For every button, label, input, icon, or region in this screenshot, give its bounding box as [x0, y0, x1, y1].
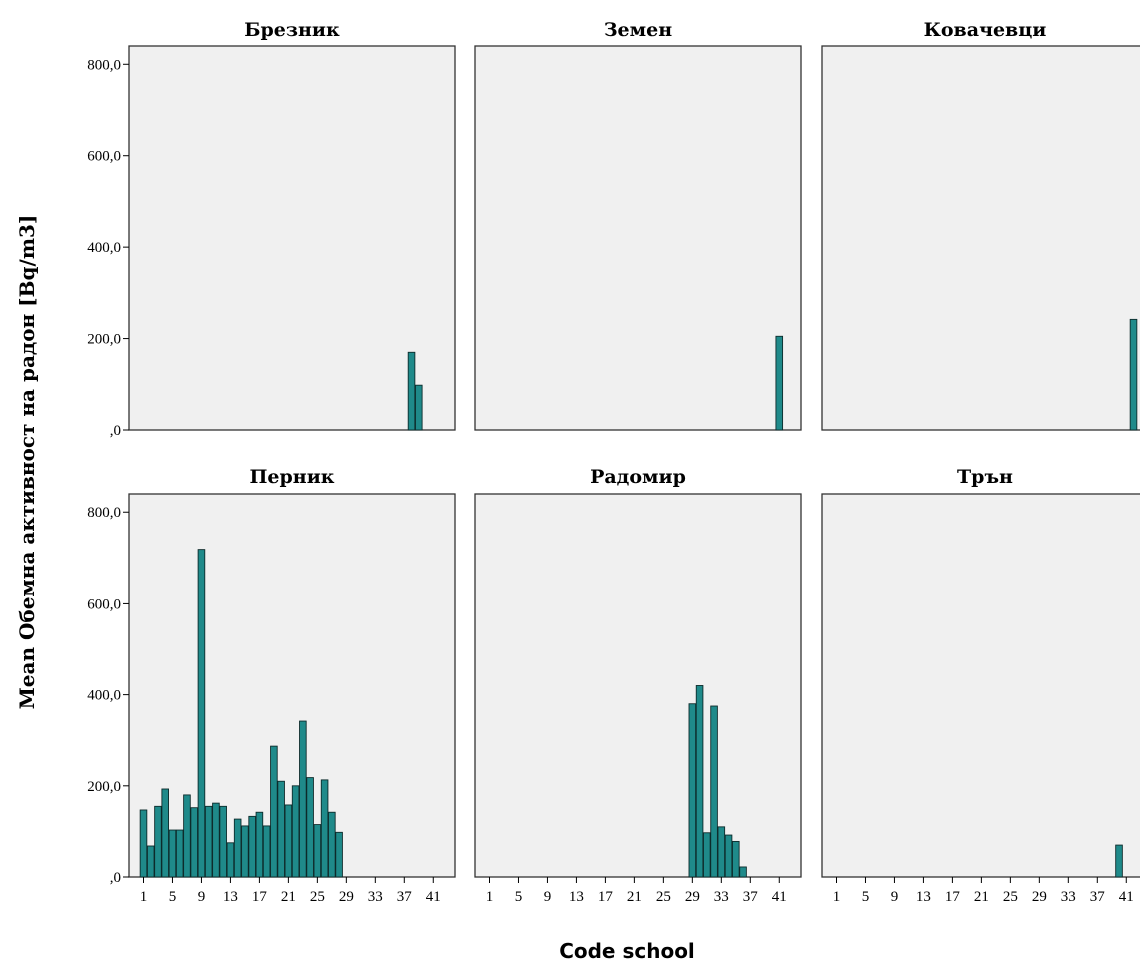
panel-4-ytick-label-2: 200,0 — [87, 779, 121, 795]
panel-1-ytick-label-2: 200,0 — [87, 332, 121, 348]
panel-4-bar-11 — [212, 802, 220, 878]
panel-5-xtick-label-1: 1 — [486, 889, 494, 905]
panel-4-xtick-label-11: 41 — [426, 889, 441, 905]
panel-2-bar-1 — [775, 335, 784, 431]
panel-5-xtick-label-3: 9 — [544, 889, 552, 905]
panel-4-bar-13 — [226, 842, 235, 878]
panel-4-bar-23 — [299, 720, 307, 878]
panel-5-bar-6 — [724, 834, 733, 878]
panel-4-bar-20 — [277, 780, 285, 878]
panel-4-bar-27 — [328, 811, 336, 878]
panel-6-xtick-label-1: 1 — [833, 889, 841, 905]
panel-5-xtick-label-7: 25 — [656, 889, 671, 905]
panel-1-ytick-label-5: 800,0 — [87, 57, 121, 73]
panel-1-ytick-label-1: ,0 — [110, 423, 121, 439]
panel-1-bar-2 — [415, 384, 423, 431]
panel-6-plot-area — [821, 493, 1140, 878]
panel-5-xtick-label-11: 41 — [772, 889, 787, 905]
panel-4-bar-7 — [183, 794, 191, 878]
panel-4-ytick-label-1: ,0 — [110, 870, 121, 886]
panel-5-bar-1 — [688, 703, 697, 878]
panel-4-bar-19 — [270, 745, 278, 878]
panel-4-bar-28 — [335, 831, 343, 878]
panel-3-bar-1 — [1129, 318, 1138, 431]
panel-6-xtick-label-6: 21 — [974, 889, 989, 905]
x-axis-title: Code school — [559, 939, 695, 963]
panel-6-xtick-label-8: 29 — [1032, 889, 1047, 905]
panel-4-xtick-label-2: 5 — [169, 889, 177, 905]
panel-1-ytick-label-3: 400,0 — [87, 240, 121, 256]
panel-6-xtick-label-2: 5 — [862, 889, 870, 905]
panel-4-bar-18 — [262, 825, 271, 878]
panel-4-bar-24 — [306, 777, 314, 878]
panel-4-xtick-label-1: 1 — [140, 889, 148, 905]
panel-4-ytick-label-5: 800,0 — [87, 505, 121, 521]
panel-4-ytick-label-3: 400,0 — [87, 688, 121, 704]
panel-1-title: Брезник — [244, 19, 340, 41]
panel-1-bar-1 — [407, 351, 416, 431]
panel-6-xtick-label-3: 9 — [891, 889, 899, 905]
panel-5-xtick-label-4: 13 — [569, 889, 584, 905]
panel-5-xtick-label-8: 29 — [685, 889, 700, 905]
panel-6-title: Трън — [957, 466, 1013, 488]
panel-5-xtick-label-9: 33 — [714, 889, 729, 905]
panel-1-plot-area — [128, 45, 456, 431]
panel-4-title: Перник — [249, 466, 334, 488]
panel-5-bar-7 — [732, 840, 740, 878]
panel-6-xtick-label-11: 41 — [1119, 889, 1134, 905]
panel-4-xtick-label-5: 17 — [252, 889, 268, 905]
panel-4-xtick-label-4: 13 — [223, 889, 238, 905]
panel-4-bar-14 — [233, 818, 242, 878]
panel-4-bar-9 — [197, 549, 206, 878]
panel-5-bar-5 — [717, 826, 726, 878]
panel-4-xtick-label-7: 25 — [310, 889, 325, 905]
panel-4-bar-3 — [154, 805, 162, 878]
panel-5-bar-8 — [739, 866, 747, 878]
panel-6-xtick-label-9: 33 — [1061, 889, 1076, 905]
panel-6-xtick-label-10: 37 — [1090, 889, 1106, 905]
panel-6-bar-1 — [1115, 844, 1123, 878]
panel-5-xtick-label-5: 17 — [598, 889, 614, 905]
panel-4-xtick-label-3: 9 — [198, 889, 206, 905]
panel-3-title: Ковачевци — [924, 19, 1047, 41]
panel-5-xtick-label-2: 5 — [515, 889, 523, 905]
panel-3-plot-area — [821, 45, 1140, 431]
panel-1-ytick-label-4: 600,0 — [87, 149, 121, 165]
panel-5-title: Радомир — [590, 466, 686, 488]
panel-4-xtick-label-10: 37 — [397, 889, 413, 905]
y-axis-title: Mean Обемна активност на радон [Bq/m3] — [15, 215, 39, 710]
panel-5-bar-4 — [710, 705, 718, 878]
panel-4-bar-16 — [248, 815, 256, 878]
panel-4-xtick-label-9: 33 — [368, 889, 383, 905]
panel-5-bar-3 — [703, 832, 711, 878]
panel-4-bar-25 — [313, 824, 322, 878]
panel-4-bar-17 — [255, 811, 264, 878]
panel-6-xtick-label-5: 17 — [945, 889, 961, 905]
panel-5-xtick-label-6: 21 — [627, 889, 642, 905]
panel-4-bar-6 — [175, 829, 184, 878]
panel-6-xtick-label-7: 25 — [1003, 889, 1018, 905]
panel-5-bar-2 — [695, 685, 704, 878]
panel-4-bar-2 — [146, 845, 155, 878]
panel-4-bar-26 — [320, 779, 329, 878]
panel-6-xtick-label-4: 13 — [916, 889, 931, 905]
panel-4-bar-4 — [161, 788, 169, 878]
panel-5-plot-area — [474, 493, 802, 878]
panel-4-bar-15 — [241, 825, 249, 878]
panel-4-xtick-label-6: 21 — [281, 889, 296, 905]
panel-4-bar-12 — [219, 805, 227, 878]
panel-4-bar-8 — [190, 807, 198, 878]
panel-2-title: Земен — [604, 19, 672, 41]
panel-4-bar-22 — [291, 785, 300, 878]
panel-4-bar-21 — [284, 804, 293, 878]
panel-4-ytick-label-4: 600,0 — [87, 596, 121, 612]
panel-5-xtick-label-10: 37 — [743, 889, 759, 905]
panel-4-bar-10 — [204, 805, 213, 878]
panel-4-bar-5 — [168, 829, 177, 878]
panel-2-plot-area — [474, 45, 802, 431]
panel-4-bar-1 — [139, 809, 148, 878]
panel-4-xtick-label-8: 29 — [339, 889, 354, 905]
